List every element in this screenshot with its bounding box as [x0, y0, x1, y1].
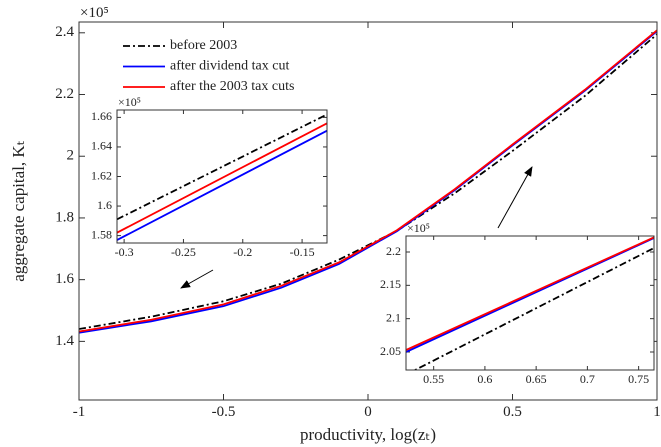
series-line	[79, 33, 657, 330]
y-tick-label: 1.62	[91, 168, 112, 182]
chart: 1.58 1.6 1.62 1.64 1.66 -0.3 -0.25 -0.2 -0.15 ×10…	[91, 95, 328, 259]
y-exponent: ×10⁵	[118, 95, 141, 109]
legend-label: after the 2003 tax cuts	[170, 79, 294, 94]
x-tick-label: -0.15	[290, 245, 315, 259]
chart: 1.4 1.6 1.8 2 2.2 2.4 -1 -0.5 0 0.5 1 ×10⁵ productiv…	[9, 5, 661, 444]
y-tick-label: 1.4	[55, 333, 74, 349]
y-tick-label: 1.6	[97, 198, 112, 212]
y-exponent: ×10⁵	[80, 5, 109, 21]
y-axis-label: aggregate capital, Kₜ	[9, 140, 28, 281]
x-tick-label: 0	[364, 404, 372, 420]
x-tick-label: -0.3	[115, 245, 134, 259]
plot-frame	[116, 109, 328, 244]
arrow	[180, 269, 214, 289]
y-tick-label: 1.66	[91, 109, 112, 123]
plot-frame	[78, 21, 658, 401]
y-tick-label: 2.2	[55, 86, 74, 102]
series-line	[117, 122, 327, 234]
series-line	[79, 29, 657, 333]
x-axis-label: productivity, log(zₜ)	[300, 425, 436, 444]
y-tick-label: 2.2	[386, 244, 401, 258]
series-line	[406, 236, 654, 351]
x-tick-label: 0.7	[580, 372, 595, 386]
y-tick-label: 1.58	[91, 227, 112, 241]
x-tick-label: -0.25	[171, 245, 196, 259]
series-line	[117, 113, 327, 221]
series-group	[406, 236, 654, 370]
series-line	[117, 129, 327, 241]
y-tick-label: 2.1	[386, 310, 401, 324]
legend-label: after dividend tax cut	[170, 59, 289, 74]
y-tick-label: 2.15	[380, 277, 401, 291]
y-tick-label: 1.64	[91, 139, 112, 153]
y-exponent: ×10⁵	[407, 221, 430, 235]
legend-label: before 2003	[170, 38, 237, 53]
y-tick-label: 2.4	[55, 24, 74, 40]
x-tick-label: 0.6	[477, 372, 492, 386]
x-tick-label: -1	[73, 404, 86, 420]
x-tick-label: 1	[653, 404, 661, 420]
plot-area	[406, 236, 654, 370]
series-group	[117, 113, 327, 241]
y-tick-label: 2.05	[380, 344, 401, 358]
x-tick-label: -0.5	[212, 404, 236, 420]
series-group	[79, 29, 657, 334]
x-tick-label: 0.65	[526, 372, 547, 386]
plot-frame	[405, 235, 655, 371]
y-tick-label: 2	[67, 148, 75, 164]
x-tick-label: -0.2	[233, 245, 252, 259]
x-tick-label: 0.75	[628, 372, 649, 386]
y-tick-label: 1.8	[55, 209, 74, 225]
chart: 2.05 2.1 2.15 2.2 0.55 0.6 0.65 0.7 0.75 ×10⁵	[380, 221, 655, 386]
x-tick-label: 0.5	[503, 404, 522, 420]
arrows	[180, 166, 533, 289]
arrow	[497, 166, 533, 229]
y-tick-label: 1.6	[55, 271, 74, 287]
series-line	[413, 247, 654, 370]
x-tick-label: 0.55	[423, 372, 444, 386]
